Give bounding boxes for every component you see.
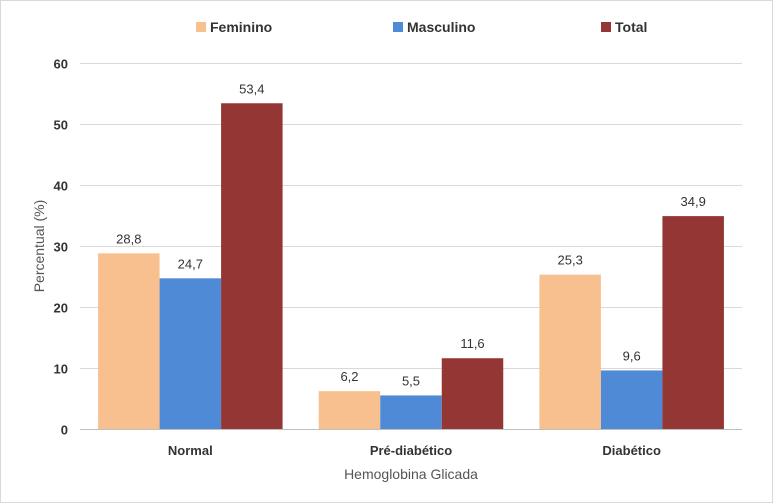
legend-swatch-feminino (196, 22, 206, 32)
bar-total-3 (662, 216, 724, 429)
x-category-label: Diabético (602, 443, 661, 458)
data-label: 34,9 (681, 194, 706, 209)
data-label: 9,6 (623, 348, 641, 363)
legend-swatch-total (601, 22, 611, 32)
legend: Feminino Masculino Total (196, 19, 647, 35)
y-tick-label: 50 (54, 118, 68, 133)
data-label: 25,3 (558, 253, 583, 268)
y-tick-label: 40 (54, 179, 68, 194)
y-axis-ticks: 0 10 20 30 40 50 60 (54, 57, 68, 438)
bars (98, 103, 724, 429)
data-label: 24,7 (178, 256, 203, 271)
bar-masculino-3 (600, 370, 663, 429)
x-category-label: Normal (168, 443, 213, 458)
legend-label-masculino: Masculino (407, 19, 475, 35)
x-axis-title: Hemoglobina Glicada (344, 466, 478, 482)
data-label: 11,6 (460, 336, 484, 351)
bar-masculino-2 (380, 395, 442, 429)
y-tick-label: 0 (61, 423, 68, 438)
data-label: 53,4 (239, 81, 264, 96)
bar-feminino-1 (98, 253, 160, 429)
data-label: 5,5 (402, 373, 420, 388)
y-tick-label: 20 (54, 301, 68, 316)
bar-feminino-2 (318, 391, 381, 429)
data-label: 6,2 (340, 369, 358, 384)
x-category-label: Pré-diabético (370, 443, 452, 458)
bar-feminino-3 (539, 274, 601, 429)
data-labels: 28,8 24,7 53,4 6,2 5,5 11,6 25,3 9,6 34,9 (116, 81, 706, 388)
legend-label-total: Total (615, 19, 647, 35)
y-tick-label: 30 (54, 240, 68, 255)
y-tick-label: 60 (54, 57, 68, 72)
bar-total-1 (221, 103, 283, 429)
legend-swatch-masculino (393, 22, 403, 32)
legend-label-feminino: Feminino (210, 19, 272, 35)
bar-masculino-1 (159, 278, 222, 429)
y-axis-title: Percentual (%) (31, 200, 47, 293)
data-label: 28,8 (116, 231, 141, 246)
gridlines (80, 63, 742, 369)
bar-total-2 (441, 358, 504, 429)
x-axis-categories: Normal Pré-diabético Diabético (168, 443, 661, 458)
y-tick-label: 10 (54, 362, 68, 377)
